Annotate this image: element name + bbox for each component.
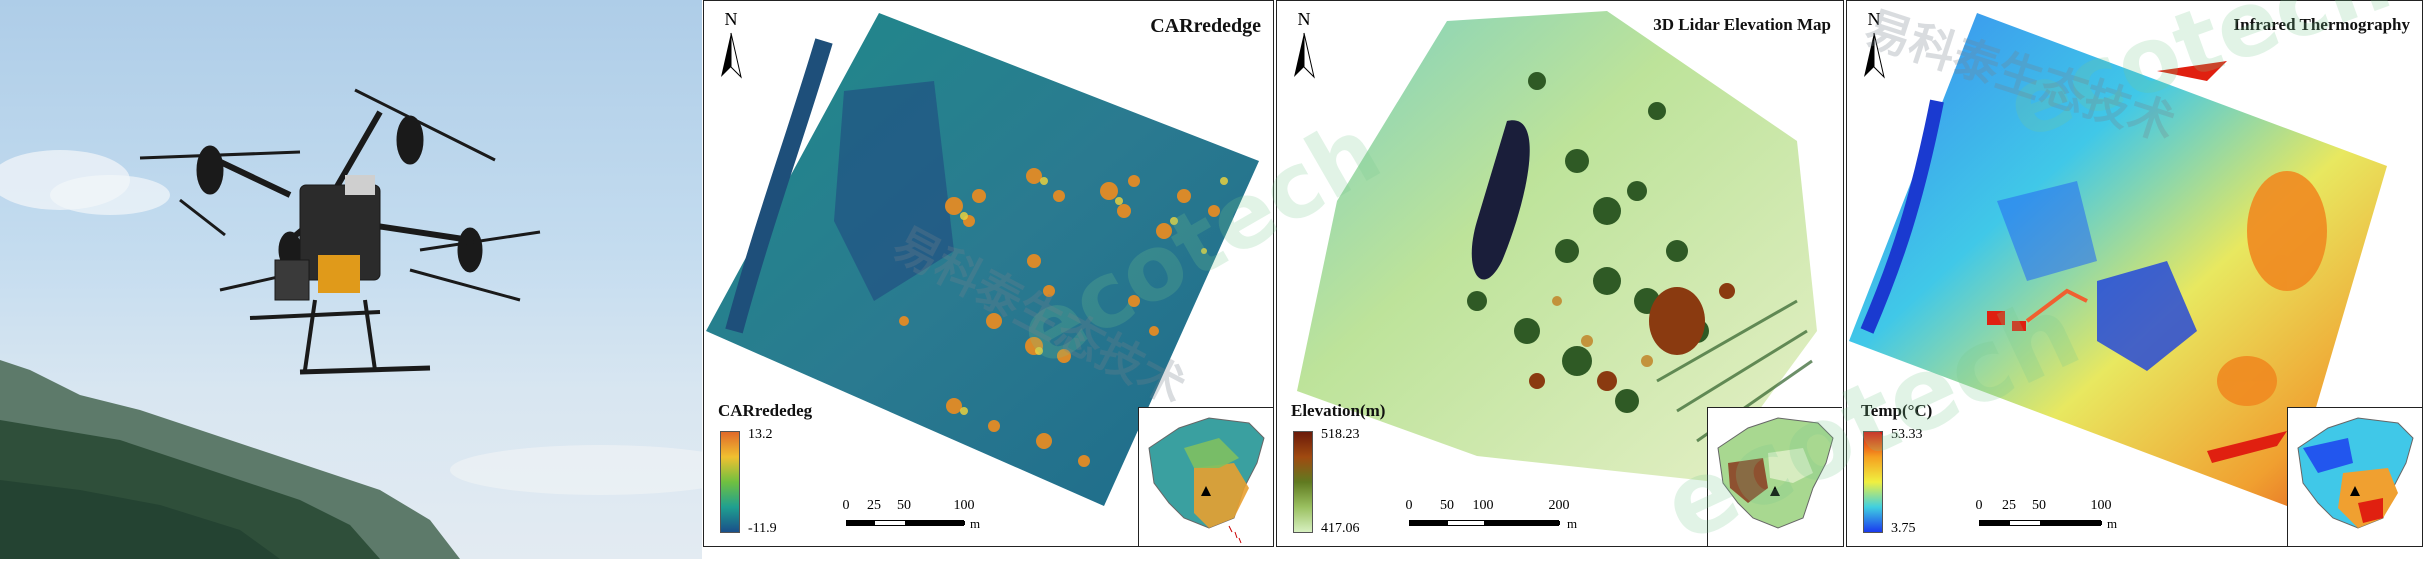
scale-bar-graphic: [1979, 520, 2102, 526]
drone: [139, 88, 541, 375]
map-title: CARrededge: [1150, 15, 1261, 37]
scale-bar: 0 25 50 100 m: [842, 498, 1024, 538]
drone-photo: [0, 0, 702, 559]
scale-tick: 0: [842, 498, 850, 513]
map-panel-carrededge: CARrededge N CARrededeg 13.2 -11.9 0 25 …: [703, 0, 1274, 547]
scale-tick: 50: [897, 498, 911, 513]
scale-unit: m: [970, 516, 981, 531]
drone-scene: [0, 88, 702, 559]
location-marker-icon: [1201, 486, 1211, 496]
infrared-raster: [1849, 13, 2387, 506]
china-locator-inset: [2287, 407, 2422, 546]
legend-max: 518.23: [1321, 427, 1360, 442]
scale-tick: 100: [1472, 498, 1494, 513]
map-panel-infrared: Infrared Thermography N Temp(°C) 53.33 3…: [1846, 0, 2423, 547]
location-marker-icon: [1770, 486, 1780, 496]
north-arrow-icon: N: [1289, 9, 1319, 79]
carrededge-raster: [706, 13, 1259, 506]
legend-title: Elevation(m): [1291, 401, 1386, 420]
legend-min: 417.06: [1321, 521, 1360, 536]
scale-tick: 25: [867, 498, 881, 513]
scale-unit: m: [1567, 516, 1578, 531]
map-title: Infrared Thermography: [2233, 15, 2410, 34]
legend-colorbar: [720, 431, 740, 533]
scale-unit: m: [2107, 516, 2118, 531]
scale-tick: 25: [2002, 498, 2016, 513]
lidar-raster: [1297, 11, 1817, 481]
legend-min: 3.75: [1891, 521, 1916, 536]
scale-tick: 50: [2032, 498, 2046, 513]
scale-tick: 200: [1548, 498, 1570, 513]
legend: Temp(°C) 53.33 3.75: [1857, 401, 1997, 541]
legend-min: -11.9: [748, 521, 777, 536]
scale-tick: 50: [1440, 498, 1454, 513]
scale-bar-graphic: [1409, 520, 1560, 526]
china-locator-inset: [1707, 407, 1842, 546]
legend-title: CARrededeg: [718, 401, 813, 420]
legend: Elevation(m) 518.23 417.06: [1287, 401, 1427, 541]
scale-bar-graphic: [846, 520, 965, 526]
location-marker-icon: [2350, 486, 2360, 496]
scale-tick: 100: [953, 498, 975, 513]
legend-max: 13.2: [748, 427, 773, 442]
north-arrow-icon: N: [716, 9, 746, 79]
scale-tick: 100: [2090, 498, 2112, 513]
scale-bar: 0 25 50 100 m: [1975, 498, 2157, 538]
north-label: N: [724, 9, 738, 29]
map-panel-lidar: 3D Lidar Elevation Map N Elevation(m) 51…: [1276, 0, 1844, 547]
map-title: 3D Lidar Elevation Map: [1653, 15, 1831, 34]
north-arrow-icon: N: [1859, 9, 1889, 79]
scale-tick: 0: [1405, 498, 1413, 513]
legend-max: 53.33: [1891, 427, 1923, 442]
china-locator-inset: [1138, 407, 1273, 546]
legend-colorbar: [1863, 431, 1883, 533]
scale-bar: 0 50 100 200 m: [1405, 498, 1627, 538]
north-label: N: [1867, 9, 1881, 29]
legend: CARrededeg 13.2 -11.9: [714, 401, 854, 541]
scale-tick: 0: [1975, 498, 1983, 513]
north-label: N: [1297, 9, 1311, 29]
legend-colorbar: [1293, 431, 1313, 533]
legend-title: Temp(°C): [1861, 401, 1933, 420]
